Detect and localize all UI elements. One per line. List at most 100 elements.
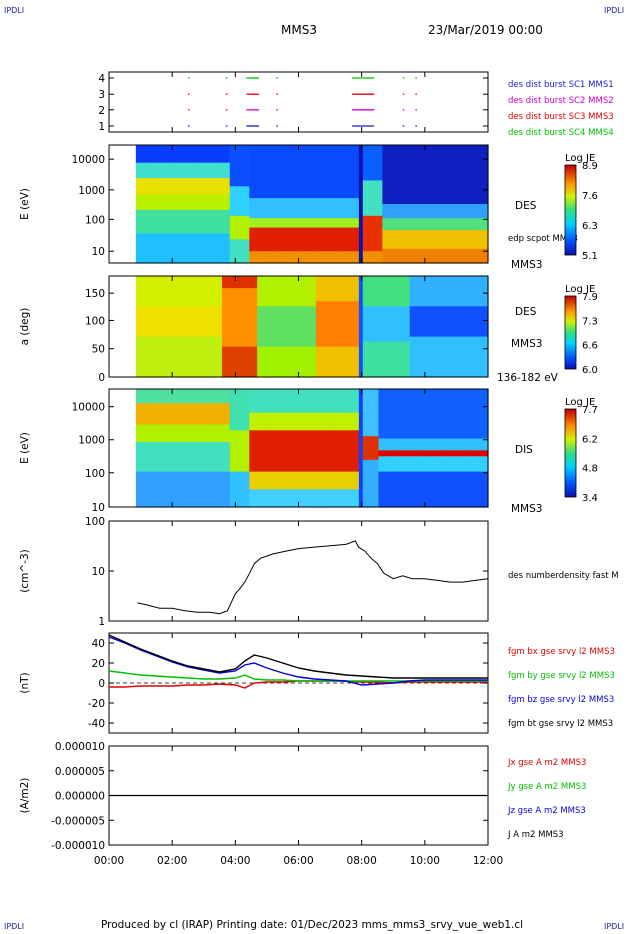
spectrogram-cell [257, 218, 262, 229]
colorbar [564, 408, 577, 498]
spectrogram-cell [409, 204, 415, 219]
spectrogram-cell [139, 389, 145, 404]
spectrogram-cell [366, 389, 372, 437]
spectrogram-cell [444, 145, 450, 205]
spectrogram-cell [480, 306, 485, 338]
spectrogram-cell [186, 336, 192, 378]
spectrogram-cell [190, 442, 196, 473]
spectrogram-cell [221, 233, 227, 264]
spectrogram-cell [472, 229, 477, 250]
spectrogram-cell [441, 229, 446, 250]
spectrogram-cell [135, 442, 141, 473]
spectrogram-cell [147, 276, 153, 307]
spectrogram-cell [370, 459, 376, 508]
spectrogram-cell [311, 227, 317, 252]
spectrogram-cell [280, 227, 286, 252]
spectrogram-cell [394, 229, 399, 250]
spectrogram-cell [468, 276, 473, 307]
spectrogram-cell [374, 145, 380, 181]
spectrogram-cell [421, 336, 426, 378]
spectrogram-cell [147, 145, 153, 164]
spectrogram-cell [225, 442, 231, 473]
spectrogram-cell [210, 471, 215, 508]
spectrogram-cell [441, 336, 446, 378]
spectrogram-cell [464, 336, 470, 378]
spectrogram-cell [394, 471, 399, 508]
spectrogram-cell [253, 198, 258, 219]
spectrogram-cell [452, 248, 458, 264]
spectrogram-cell [261, 306, 266, 348]
spectrogram-cell [155, 194, 160, 211]
spectrogram-cell [343, 430, 348, 473]
spectrogram-cell [139, 403, 145, 425]
spectrogram-cell [210, 145, 215, 164]
spectrogram-cell [296, 412, 301, 431]
spectrogram-cell [331, 301, 336, 348]
spectrogram-cell [139, 336, 145, 378]
spectrogram-cell [425, 471, 430, 508]
spectrogram-cell [186, 233, 192, 264]
spectrogram-cell [245, 288, 250, 348]
spectrogram-cell [268, 251, 274, 264]
spectrogram-cell [468, 204, 473, 219]
spectrogram-cell [268, 218, 274, 229]
spectrogram-cell [347, 412, 352, 431]
spectrogram-cell [272, 198, 278, 219]
spectrogram-cell [398, 450, 403, 457]
spectrogram-cell [347, 276, 352, 302]
spectrogram-cell [398, 341, 403, 378]
spectrogram-cell [319, 412, 325, 431]
spectrogram-cell [241, 430, 247, 473]
spectrogram-cell [425, 389, 430, 440]
spectrogram-cell [382, 341, 387, 378]
spectrogram-cell [245, 186, 250, 217]
spectrogram-cell [315, 301, 321, 348]
spectrogram-cell [163, 276, 168, 307]
spectrogram-cell [405, 341, 411, 378]
spectrogram-cell [218, 178, 223, 196]
spectrogram-cell [464, 276, 470, 307]
spectrogram-cell [190, 471, 196, 508]
spectrogram-cell [155, 471, 160, 508]
spectrogram-cell [444, 438, 450, 451]
spectrogram-cell [202, 471, 207, 508]
spectrogram-cell [452, 204, 458, 219]
spectrogram-cell [448, 389, 454, 440]
spectrogram-cell [484, 204, 489, 219]
spectrogram-cell [335, 227, 340, 252]
spectrogram-cell [448, 450, 454, 457]
spectrogram-cell [253, 471, 258, 490]
spectrogram-cell [147, 389, 153, 404]
spectrogram-cell [288, 430, 293, 473]
spectrogram-cell [167, 471, 172, 508]
spectrogram-cell [441, 471, 446, 508]
spectrogram-cell [476, 389, 481, 440]
spectrogram-cell [335, 145, 340, 199]
y-tick-label: 20 [92, 658, 105, 670]
spectrogram-cell [398, 204, 403, 219]
spectrogram-cell [362, 276, 368, 307]
spectrogram-cell [202, 145, 207, 164]
spectrogram-cell [366, 180, 372, 217]
spectrogram-cell [480, 218, 485, 231]
legend-entry: des numberdensity fast M [508, 571, 619, 581]
colorbar-tick-label: 6.6 [582, 341, 598, 352]
spectrogram-cell [151, 389, 157, 404]
spectrogram-cell [135, 306, 141, 338]
spectrogram-cell [147, 233, 153, 264]
spectrogram-cell [437, 229, 442, 250]
spectrogram-cell [315, 198, 321, 219]
colorbar-title: Log JE [565, 284, 595, 295]
spectrogram-cell [468, 438, 473, 451]
spectrogram-cell [405, 450, 411, 457]
spectrogram-cell [386, 276, 391, 307]
spectrogram-cell [225, 194, 231, 211]
spectrogram-cell [351, 198, 356, 219]
spectrogram-cell [366, 459, 372, 508]
spectrogram-cell [413, 145, 419, 205]
spectrogram-cell [264, 145, 270, 199]
spectrogram-cell [405, 456, 411, 473]
spectrogram-cell [143, 471, 149, 508]
spectrogram-cell [421, 389, 426, 440]
spectrogram-cell [319, 251, 325, 264]
